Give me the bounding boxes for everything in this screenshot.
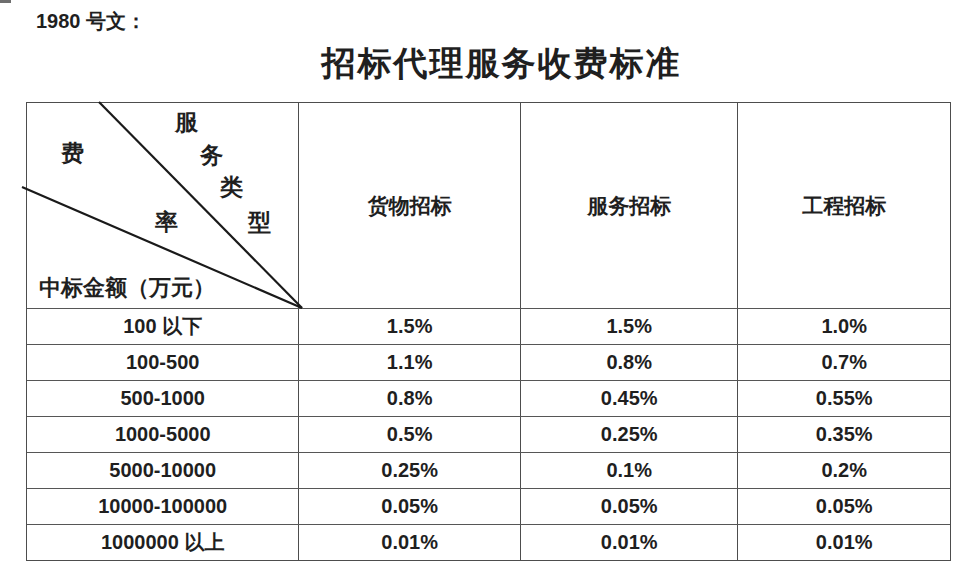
- engineering-rate-cell: 0.7%: [737, 345, 950, 380]
- table-row: 1000000 以上 0.01% 0.01% 0.01%: [27, 524, 950, 560]
- goods-rate-cell: 0.05%: [298, 489, 520, 524]
- service-rate-cell: 0.45%: [520, 381, 738, 416]
- goods-rate-cell: 0.8%: [298, 381, 520, 416]
- table-row: 500-1000 0.8% 0.45% 0.55%: [27, 380, 950, 416]
- goods-rate-cell: 0.25%: [298, 453, 520, 488]
- amount-range-cell: 1000-5000: [27, 417, 298, 452]
- amount-range-cell: 100 以下: [27, 309, 298, 344]
- screen-capture-artifact: [0, 0, 11, 3]
- doc-number-value: 1980: [36, 10, 81, 32]
- engineering-rate-cell: 0.01%: [737, 525, 950, 560]
- goods-rate-cell: 1.5%: [298, 309, 520, 344]
- engineering-rate-cell: 0.05%: [737, 489, 950, 524]
- engineering-rate-cell: 0.35%: [737, 417, 950, 452]
- service-rate-cell: 0.1%: [520, 453, 738, 488]
- fee-standard-table: 服 务 类 型 费 率 中标金额（万元） 货物招标 服务招标 工程招标 100 …: [26, 102, 951, 561]
- table-header-row: 服 务 类 型 费 率 中标金额（万元） 货物招标 服务招标 工程招标: [27, 103, 950, 308]
- corner-label-service-type-char: 类: [220, 176, 243, 199]
- amount-range-cell: 1000000 以上: [27, 525, 298, 560]
- service-rate-cell: 0.25%: [520, 417, 738, 452]
- amount-range-cell: 500-1000: [27, 381, 298, 416]
- column-header-engineering-bidding: 工程招标: [737, 103, 950, 308]
- goods-rate-cell: 0.01%: [298, 525, 520, 560]
- service-rate-cell: 1.5%: [520, 309, 738, 344]
- doc-number-label: 号文：: [86, 10, 146, 32]
- doc-number: 1980 号文：: [36, 8, 146, 35]
- corner-label-service-type-char: 服: [175, 111, 198, 134]
- corner-label-service-type-char: 型: [248, 211, 271, 234]
- page-title: 招标代理服务收费标准: [26, 42, 951, 86]
- table-row: 1000-5000 0.5% 0.25% 0.35%: [27, 416, 950, 452]
- engineering-rate-cell: 1.0%: [737, 309, 950, 344]
- service-rate-cell: 0.05%: [520, 489, 738, 524]
- corner-label-fee-rate-char: 费: [61, 142, 84, 165]
- goods-rate-cell: 0.5%: [298, 417, 520, 452]
- table-row: 100 以下 1.5% 1.5% 1.0%: [27, 308, 950, 344]
- table-corner-cell: 服 务 类 型 费 率 中标金额（万元）: [27, 103, 298, 308]
- service-rate-cell: 0.8%: [520, 345, 738, 380]
- amount-range-cell: 10000-100000: [27, 489, 298, 524]
- table-row: 5000-10000 0.25% 0.1% 0.2%: [27, 452, 950, 488]
- service-rate-cell: 0.01%: [520, 525, 738, 560]
- corner-amount-header: 中标金额（万元）: [39, 275, 215, 301]
- amount-range-cell: 100-500: [27, 345, 298, 380]
- corner-label-service-type-char: 务: [200, 144, 223, 167]
- table-row: 100-500 1.1% 0.8% 0.7%: [27, 344, 950, 380]
- column-header-service-bidding: 服务招标: [520, 103, 738, 308]
- engineering-rate-cell: 0.55%: [737, 381, 950, 416]
- engineering-rate-cell: 0.2%: [737, 453, 950, 488]
- amount-range-cell: 5000-10000: [27, 453, 298, 488]
- corner-label-fee-rate-char: 率: [155, 211, 178, 234]
- table-row: 10000-100000 0.05% 0.05% 0.05%: [27, 488, 950, 524]
- column-header-goods-bidding: 货物招标: [298, 103, 520, 308]
- goods-rate-cell: 1.1%: [298, 345, 520, 380]
